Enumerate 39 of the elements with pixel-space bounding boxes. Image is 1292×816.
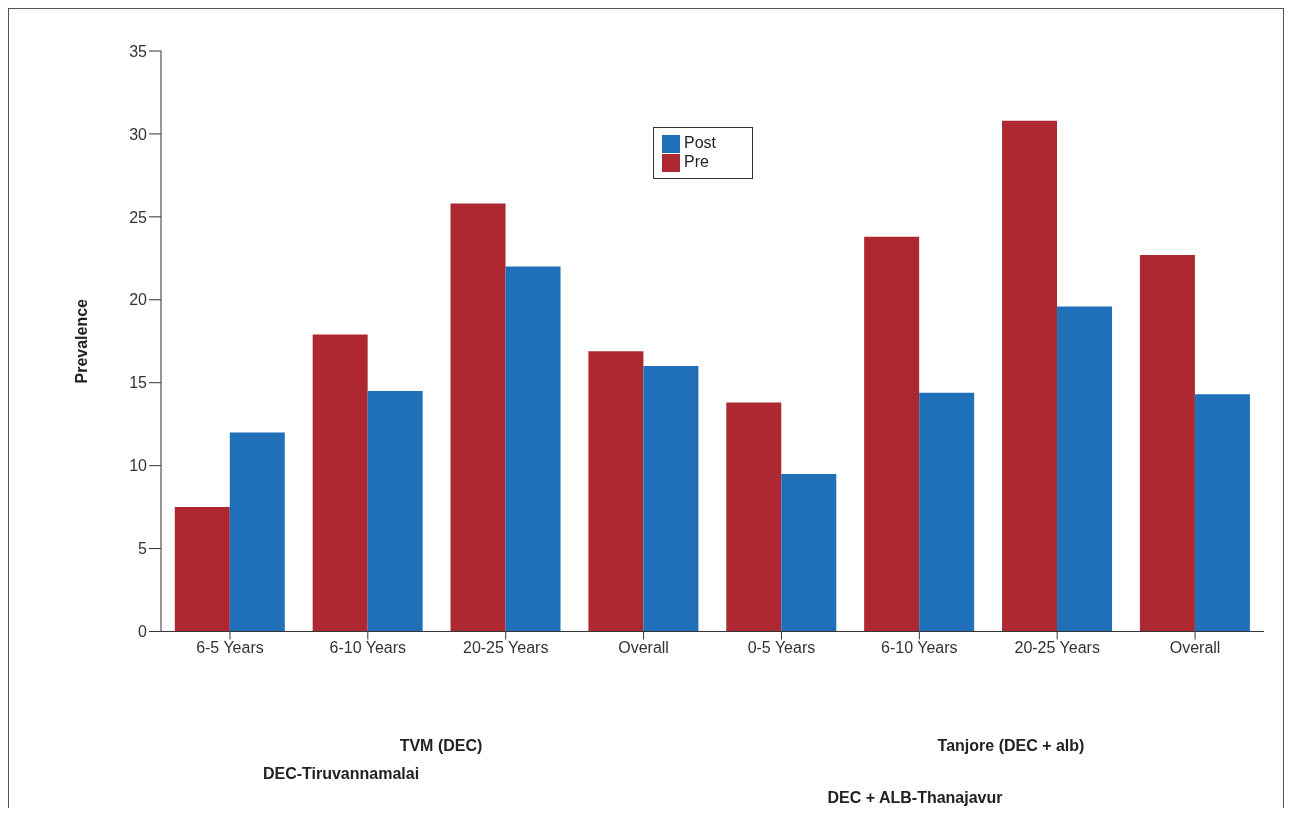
bar [1002, 120, 1058, 632]
bar [588, 351, 644, 632]
x-tick-label: 6-10 Years [329, 638, 407, 656]
bar [450, 203, 506, 632]
y-tick-label: 25 [129, 208, 148, 226]
x-tick-label: 20-25 Years [1014, 638, 1100, 656]
text: Tanjore (DEC + alb) [937, 737, 1085, 755]
bar [312, 334, 368, 632]
bar [781, 473, 837, 632]
x-tick-label: Overall [1169, 638, 1221, 656]
bar [367, 390, 423, 632]
y-tick-label: 30 [129, 125, 148, 143]
bar [864, 236, 920, 632]
y-tick-label: 20 [129, 291, 148, 309]
bar [1139, 254, 1195, 632]
x-tick-label: Overall [618, 638, 669, 656]
x-tick-label: 20-25 Years [462, 638, 549, 656]
x-tick-label: 6-5 Years [196, 638, 264, 656]
y-tick-label: 0 [138, 623, 148, 641]
text: TVM (DEC) [399, 737, 483, 755]
bar [505, 266, 561, 632]
text: DEC-Tiruvannamalai [262, 765, 420, 783]
y-tick-label: 35 [129, 42, 148, 60]
bar [1057, 306, 1113, 632]
bar [726, 402, 782, 632]
y-axis-title: Prevalence [72, 298, 90, 384]
bar [643, 366, 699, 632]
legend-label: Post [684, 134, 717, 151]
x-tick-label: 6-10 Years [881, 638, 958, 656]
legend-label: Pre [684, 152, 709, 170]
x-tick-label: 0-5 Years [747, 638, 816, 656]
y-tick-label: 5 [138, 540, 148, 558]
bar [174, 507, 230, 632]
bar [229, 432, 285, 632]
bar [919, 392, 975, 632]
y-tick-label: 15 [129, 374, 148, 392]
text: DEC + ALB-Thanajavur [827, 789, 1003, 807]
bar [1194, 394, 1250, 632]
y-tick-label: 10 [129, 457, 148, 475]
